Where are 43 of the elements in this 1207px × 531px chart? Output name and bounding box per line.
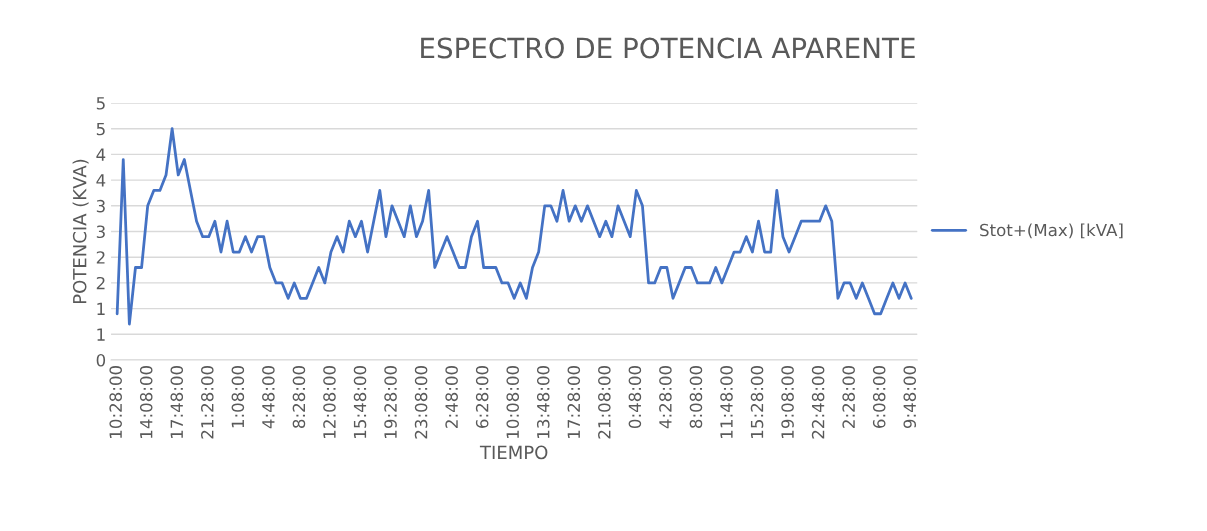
y-tick-label: 4 [96, 148, 106, 161]
x-tick-label: 17:28:00 [567, 365, 581, 438]
x-tick-label: 9:48:00 [903, 365, 917, 429]
x-tick-label: 1:08:00 [231, 365, 245, 428]
y-tick-label: 1 [97, 328, 105, 341]
x-tick-label: 6:28:00 [475, 365, 489, 428]
x-tick-label: 11:48:00 [720, 365, 733, 438]
y-tick-label: 1 [97, 302, 105, 315]
x-tick-label: 14:08:00 [139, 365, 153, 438]
y-tick-label: 5 [96, 97, 105, 110]
x-tick-label: 4:28:00 [659, 365, 672, 429]
x-tick-label: 8:08:00 [689, 365, 703, 428]
x-axis-title: TIEMPO [479, 445, 548, 460]
x-tick-label: 8:28:00 [292, 365, 306, 428]
y-tick-label: 2 [96, 251, 105, 264]
y-tick-label: 5 [96, 122, 105, 136]
x-tick-label: 21:28:00 [201, 365, 214, 439]
x-tick-label: 12:08:00 [323, 365, 336, 438]
y-tick-label: 3 [96, 225, 105, 239]
x-tick-label: 19:08:00 [781, 365, 794, 438]
chart-title: ESPECTRO DE POTENCIA APARENTE [421, 37, 915, 59]
y-tick-label: 2 [96, 276, 105, 290]
x-tick-label: 10:28:00 [109, 365, 122, 438]
legend-label: Stot+(Max) [kVA] [980, 223, 1123, 239]
x-tick-label: 4:48:00 [262, 365, 275, 429]
x-tick-label: 15:28:00 [750, 365, 764, 438]
x-tick-label: 21:08:00 [598, 365, 611, 439]
y-tick-label: 3 [96, 199, 105, 213]
x-tick-label: 13:48:00 [536, 365, 550, 438]
x-tick-label: 2:48:00 [445, 365, 458, 428]
line-series [115, 127, 913, 326]
x-tick-label: 23:08:00 [414, 365, 428, 439]
y-tick-label: 0 [96, 353, 106, 367]
x-tick-label: 10:08:00 [506, 365, 520, 438]
x-tick-label: 6:08:00 [872, 365, 886, 428]
x-tick-label: 17:48:00 [170, 365, 184, 438]
x-tick-label: 0:48:00 [628, 365, 642, 429]
x-tick-label: 19:28:00 [384, 365, 397, 438]
x-tick-label: 2:28:00 [842, 365, 855, 428]
x-tick-label: 15:48:00 [353, 365, 367, 438]
x-tick-label: 22:48:00 [811, 365, 825, 439]
y-axis-title: POTENCIA (KVA) [72, 159, 89, 304]
y-tick-label: 4 [96, 174, 106, 187]
